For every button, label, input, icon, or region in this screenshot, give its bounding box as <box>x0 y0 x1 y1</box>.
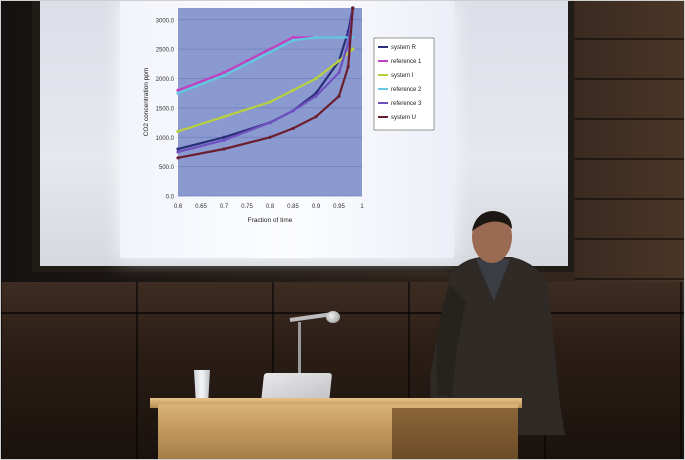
series-point <box>268 135 272 139</box>
series-point <box>314 76 318 81</box>
series-point <box>222 71 226 75</box>
series-point <box>314 94 318 98</box>
lectern-side <box>392 408 518 460</box>
series-point <box>314 35 318 39</box>
series-point <box>268 120 272 125</box>
legend-label: reference 3 <box>391 101 422 107</box>
y-axis-label: CO2 concentration ppm <box>143 68 150 137</box>
co2-line-chart: 0.0 500.0 1000.0 1500.0 2000.0 2500.0 3000.0 0.… <box>143 6 435 224</box>
series-point <box>222 138 226 142</box>
series-point <box>337 71 341 75</box>
series-point <box>291 126 295 131</box>
x-tick-label: 0.85 <box>287 204 299 210</box>
series-point <box>222 147 226 151</box>
legend-label: reference 2 <box>391 87 422 93</box>
y-tick-label: 2000.0 <box>156 77 175 83</box>
y-tick-label: 3000.0 <box>156 18 175 24</box>
y-tick-label: 500.0 <box>159 165 175 171</box>
speaker-arm <box>436 285 466 397</box>
y-tick-label: 1500.0 <box>156 106 175 112</box>
series-point <box>245 59 249 63</box>
series-point <box>291 38 295 42</box>
x-tick-label: 0.8 <box>266 204 275 210</box>
series-point <box>291 88 295 92</box>
projected-slide: 0.0 500.0 1000.0 1500.0 2000.0 2500.0 3000.0 0.… <box>120 0 454 258</box>
series-point <box>222 135 226 139</box>
x-tick-label: 1 <box>360 204 364 210</box>
legend-label: system I <box>391 73 414 79</box>
y-tick-label: 2500.0 <box>156 48 175 54</box>
x-tick-label: 0.7 <box>220 204 229 210</box>
series-point <box>351 35 355 39</box>
x-axis-label: Fraction of time <box>248 217 293 224</box>
series-point <box>346 65 350 69</box>
speaker <box>430 211 565 435</box>
series-point <box>222 73 226 78</box>
legend-label: system R <box>391 45 417 51</box>
x-tick-label: 0.95 <box>333 204 345 210</box>
series-point <box>314 115 318 119</box>
series-point <box>176 91 180 95</box>
series-line <box>177 36 353 95</box>
series-point <box>176 129 180 133</box>
series-point <box>222 115 226 119</box>
series-point <box>291 35 295 39</box>
speaker-shirt <box>476 259 510 301</box>
series-point <box>268 100 272 104</box>
series-point <box>268 50 272 54</box>
series-line <box>177 7 354 153</box>
x-tick-label: 0.9 <box>312 204 321 210</box>
series-point <box>351 47 355 51</box>
y-tick-label: 0.0 <box>166 195 175 201</box>
panel-seam <box>0 312 685 314</box>
series-point <box>337 94 341 98</box>
legend-label: reference 1 <box>391 59 422 65</box>
series-point <box>245 62 249 66</box>
series-point <box>351 6 355 10</box>
series-point <box>337 35 341 39</box>
y-tick-label: 1000.0 <box>156 136 175 142</box>
series-point <box>176 156 180 160</box>
series-point <box>176 150 180 154</box>
microphone-stand <box>298 322 301 402</box>
legend-label: system U <box>391 115 416 121</box>
series-point <box>176 88 180 92</box>
x-tick-label: 0.6 <box>174 204 183 210</box>
paper-cup <box>194 370 210 404</box>
x-tick-label: 0.75 <box>241 204 253 210</box>
lectern-top <box>150 398 522 408</box>
series-point <box>176 147 180 151</box>
series-point <box>268 47 272 51</box>
x-tick-label: 0.65 <box>195 204 207 210</box>
series-line <box>177 7 354 159</box>
microphone-icon <box>326 311 340 323</box>
series-point <box>337 59 341 63</box>
legend-box <box>373 37 435 131</box>
wood-paneled-wall <box>575 0 685 300</box>
series-point <box>291 109 295 113</box>
speaker-hair <box>472 211 512 231</box>
